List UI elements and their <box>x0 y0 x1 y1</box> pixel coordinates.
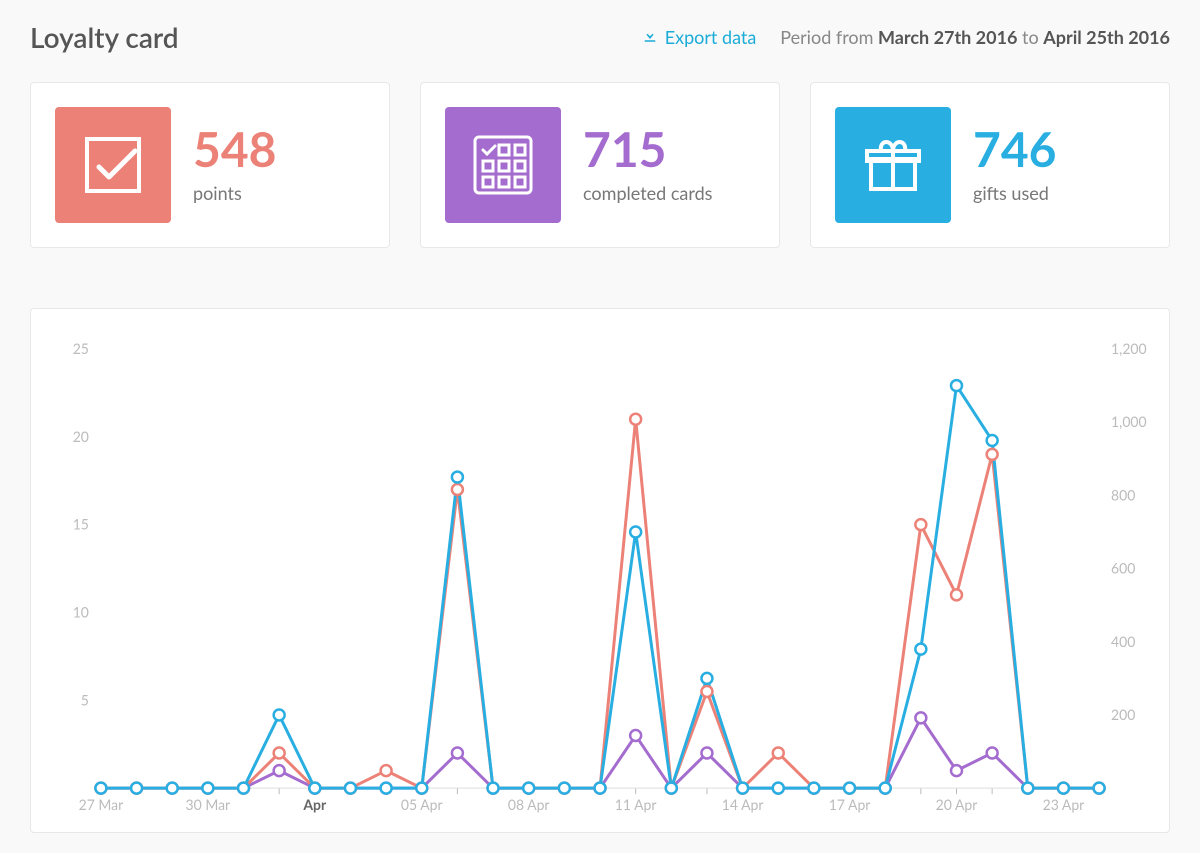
svg-text:27 Mar: 27 Mar <box>79 796 124 813</box>
grid-icon <box>445 107 561 223</box>
line-chart: 5 10 15 20 25 200 400 600 800 1,000 1,200 27 Mar 30 … <box>41 329 1159 828</box>
svg-text:15: 15 <box>73 516 89 533</box>
stat-value: 746 <box>973 126 1057 174</box>
svg-text:1,200: 1,200 <box>1111 340 1147 357</box>
stat-card-points: 548 points <box>30 82 390 248</box>
stat-label: gifts used <box>973 182 1057 204</box>
export-data-link[interactable]: Export data <box>641 26 757 48</box>
svg-text:Apr: Apr <box>302 796 327 813</box>
svg-text:600: 600 <box>1111 560 1135 577</box>
stat-label: points <box>193 182 277 204</box>
svg-text:30 Mar: 30 Mar <box>186 796 231 813</box>
svg-text:20: 20 <box>73 428 89 445</box>
chart-panel: 5 10 15 20 25 200 400 600 800 1,000 1,200 27 Mar 30 … <box>30 308 1170 833</box>
svg-text:200: 200 <box>1111 706 1135 723</box>
stat-card-completed-cards: 715 completed cards <box>420 82 780 248</box>
svg-text:23 Apr: 23 Apr <box>1043 796 1085 813</box>
page-title: Loyalty card <box>30 20 179 54</box>
svg-text:25: 25 <box>73 340 89 357</box>
svg-text:05 Apr: 05 Apr <box>401 796 443 813</box>
period-text: Period from March 27th 2016 to April 25t… <box>780 26 1170 48</box>
download-icon <box>641 26 659 48</box>
stat-value: 548 <box>193 126 277 174</box>
export-data-label: Export data <box>665 26 757 48</box>
svg-text:20 Apr: 20 Apr <box>936 796 978 813</box>
svg-text:17 Apr: 17 Apr <box>829 796 871 813</box>
check-icon <box>55 107 171 223</box>
stat-value: 715 <box>583 126 712 174</box>
svg-text:10: 10 <box>73 603 89 620</box>
stat-card-gifts-used: 746 gifts used <box>810 82 1170 248</box>
svg-text:800: 800 <box>1111 486 1135 503</box>
svg-text:14 Apr: 14 Apr <box>722 796 764 813</box>
stat-label: completed cards <box>583 182 712 204</box>
svg-text:1,000: 1,000 <box>1111 413 1147 430</box>
svg-text:400: 400 <box>1111 633 1135 650</box>
svg-text:08 Apr: 08 Apr <box>508 796 550 813</box>
svg-text:5: 5 <box>81 691 89 708</box>
svg-text:11 Apr: 11 Apr <box>615 796 657 813</box>
gift-icon <box>835 107 951 223</box>
